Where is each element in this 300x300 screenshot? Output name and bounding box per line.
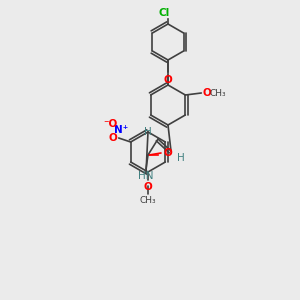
Text: O: O bbox=[144, 182, 152, 192]
Text: ⁻O: ⁻O bbox=[103, 119, 118, 129]
Text: O: O bbox=[163, 148, 172, 158]
Text: N⁺: N⁺ bbox=[114, 125, 128, 135]
Text: H: H bbox=[177, 153, 185, 163]
Text: CH₃: CH₃ bbox=[140, 196, 156, 205]
Text: HN: HN bbox=[138, 171, 154, 181]
Text: H: H bbox=[144, 127, 152, 137]
Text: CH₃: CH₃ bbox=[209, 88, 226, 98]
Text: O: O bbox=[109, 133, 118, 143]
Text: O: O bbox=[202, 88, 211, 98]
Text: O: O bbox=[164, 75, 172, 85]
Text: Cl: Cl bbox=[158, 8, 169, 18]
